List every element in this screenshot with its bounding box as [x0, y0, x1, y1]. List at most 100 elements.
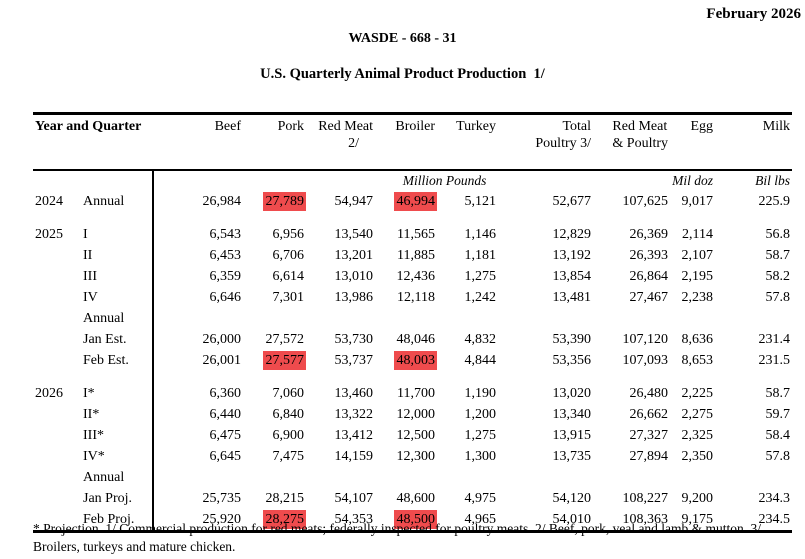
cell-total-poultry: 54,120: [552, 491, 592, 506]
cell-beef: 6,645: [152, 446, 244, 467]
table-row: Annual: [33, 467, 792, 488]
cell-quarter: IV*: [83, 449, 105, 464]
cell-red-meat: 14,159: [334, 449, 374, 464]
highlighted-value: 48,500: [393, 510, 438, 529]
cell-quarter: Annual: [83, 311, 125, 326]
cell-quarter: II: [83, 248, 93, 263]
cell-year: 2024: [35, 194, 63, 209]
cell-milk: 225.9: [758, 194, 791, 209]
cell-milk: 59.7: [765, 407, 791, 422]
spacer-cell: [33, 371, 153, 383]
cell-year: [33, 308, 83, 329]
cell-total-poultry: 52,677: [552, 194, 592, 209]
cell-total-poultry: 13,915: [552, 428, 592, 443]
cell-broiler: 48,600: [396, 491, 436, 506]
cell-total-poultry: 13,854: [552, 269, 592, 284]
cell-milk: 57.8: [765, 290, 791, 305]
cell-quarter: III*: [83, 428, 104, 443]
cell-broiler: 48,046: [396, 332, 436, 347]
cell-egg: [670, 467, 715, 488]
cell-year: [33, 350, 83, 371]
table-header-row: Year and Quarter Beef Pork Red Meat 2/ Br…: [33, 113, 793, 171]
cell-red-meat-poultry: 107,625: [622, 194, 669, 209]
cell-egg: 9,175: [681, 512, 714, 527]
cell-turkey: 1,275: [464, 428, 497, 443]
cell-red-meat-poultry: 107,093: [622, 353, 669, 368]
cell-turkey: 4,832: [464, 332, 497, 347]
cell-red-meat: 13,412: [334, 428, 374, 443]
cell-egg: [670, 308, 715, 329]
cell-red-meat-poultry: [593, 467, 670, 488]
table-row: Annual: [33, 308, 792, 329]
cell-milk: 234.3: [758, 491, 791, 506]
col-header-turkey: Turkey: [437, 113, 499, 171]
cell-beef: 6,543: [152, 224, 244, 245]
cell-turkey: 1,242: [464, 290, 497, 305]
cell-broiler: 48,500: [375, 509, 438, 532]
cell-quarter: Feb Est.: [83, 353, 129, 368]
cell-milk: [715, 308, 792, 329]
cell-year: [33, 425, 83, 446]
cell-year: 2025: [35, 227, 63, 242]
cell-total-poultry: 13,192: [552, 248, 592, 263]
cell-total-poultry: 53,390: [552, 332, 592, 347]
cell-beef: 25,920: [152, 509, 244, 532]
cell-pork: [243, 467, 306, 488]
cell-pork: 28,275: [243, 509, 307, 532]
cell-turkey: 1,300: [464, 449, 497, 464]
col-header-beef: Beef: [153, 113, 244, 171]
cell-beef: 25,735: [152, 488, 244, 509]
cell-broiler: 11,700: [397, 386, 436, 401]
cell-red-meat: 13,540: [334, 227, 374, 242]
cell-milk: 58.7: [765, 386, 791, 401]
cell-red-meat-poultry: 107,120: [622, 332, 669, 347]
table-row: IV 6,646 7,301 13,986 12,118 1,242 13,481 27,46…: [33, 287, 792, 308]
cell-milk: 58.2: [765, 269, 791, 284]
table-row: II* 6,440 6,840 13,322 12,000 1,200 13,340 26,6…: [33, 404, 792, 425]
cell-total-poultry: 13,340: [552, 407, 592, 422]
cell-beef: 6,359: [152, 266, 244, 287]
cell-pork: 6,900: [272, 428, 305, 443]
table-row: 2024 Annual 26,984 27,789 54,947 46,994 5,121 5…: [33, 191, 792, 212]
cell-year: [33, 404, 83, 425]
cell-broiler: [375, 308, 437, 329]
table-row: 2026 I* 6,360 7,060 13,460 11,700 1,190 13,020 2…: [33, 383, 792, 404]
units-pork: [243, 170, 306, 191]
table-row: 2025 I 6,543 6,956 13,540 11,565 1,146 12,829 26…: [33, 224, 792, 245]
cell-milk: 58.4: [765, 428, 791, 443]
cell-quarter: Jan Est.: [83, 332, 127, 347]
cell-red-meat-poultry: 26,393: [629, 248, 669, 263]
cell-red-meat-poultry: 26,864: [629, 269, 669, 284]
units-beef: [152, 170, 244, 191]
cell-red-meat-poultry: 27,467: [629, 290, 669, 305]
cell-red-meat: 13,460: [334, 386, 374, 401]
cell-year: [33, 467, 83, 488]
cell-pork: 6,956: [272, 227, 305, 242]
cell-egg: 2,195: [681, 269, 714, 284]
cell-quarter: I*: [83, 386, 95, 401]
report-date: February 2026: [706, 6, 801, 22]
table-row: Feb Est. 26,001 27,577 53,737 48,003 4,844 53,…: [33, 350, 792, 371]
cell-quarter: Annual: [83, 194, 125, 209]
cell-red-meat-poultry: 26,369: [629, 227, 669, 242]
cell-red-meat-poultry: 26,662: [629, 407, 669, 422]
spacer-cell: [33, 212, 153, 224]
cell-year: [33, 266, 83, 287]
footnote: * Projection. 1/ Commercial production f…: [33, 521, 762, 554]
col-header-milk: Milk: [715, 113, 793, 171]
cell-turkey: 4,844: [464, 353, 497, 368]
spacer-row: [33, 212, 793, 224]
cell-total-poultry: 53,356: [552, 353, 592, 368]
cell-pork: 7,475: [272, 449, 305, 464]
units-red-meat: [306, 170, 375, 191]
cell-milk: 57.8: [765, 449, 791, 464]
cell-pork: 6,614: [272, 269, 305, 284]
cell-broiler: 11,885: [397, 248, 436, 263]
highlighted-value: 27,789: [262, 192, 307, 211]
cell-beef: 6,360: [152, 383, 244, 404]
cell-pork: 6,840: [272, 407, 305, 422]
table-row: Jan Est. 26,000 27,572 53,730 48,046 4,832 53,…: [33, 329, 792, 350]
table-row: Feb Proj. 25,920 28,275 54,353 48,500 4,965 54…: [33, 509, 792, 532]
cell-total-poultry: [498, 308, 593, 329]
cell-total-poultry: 13,735: [552, 449, 592, 464]
